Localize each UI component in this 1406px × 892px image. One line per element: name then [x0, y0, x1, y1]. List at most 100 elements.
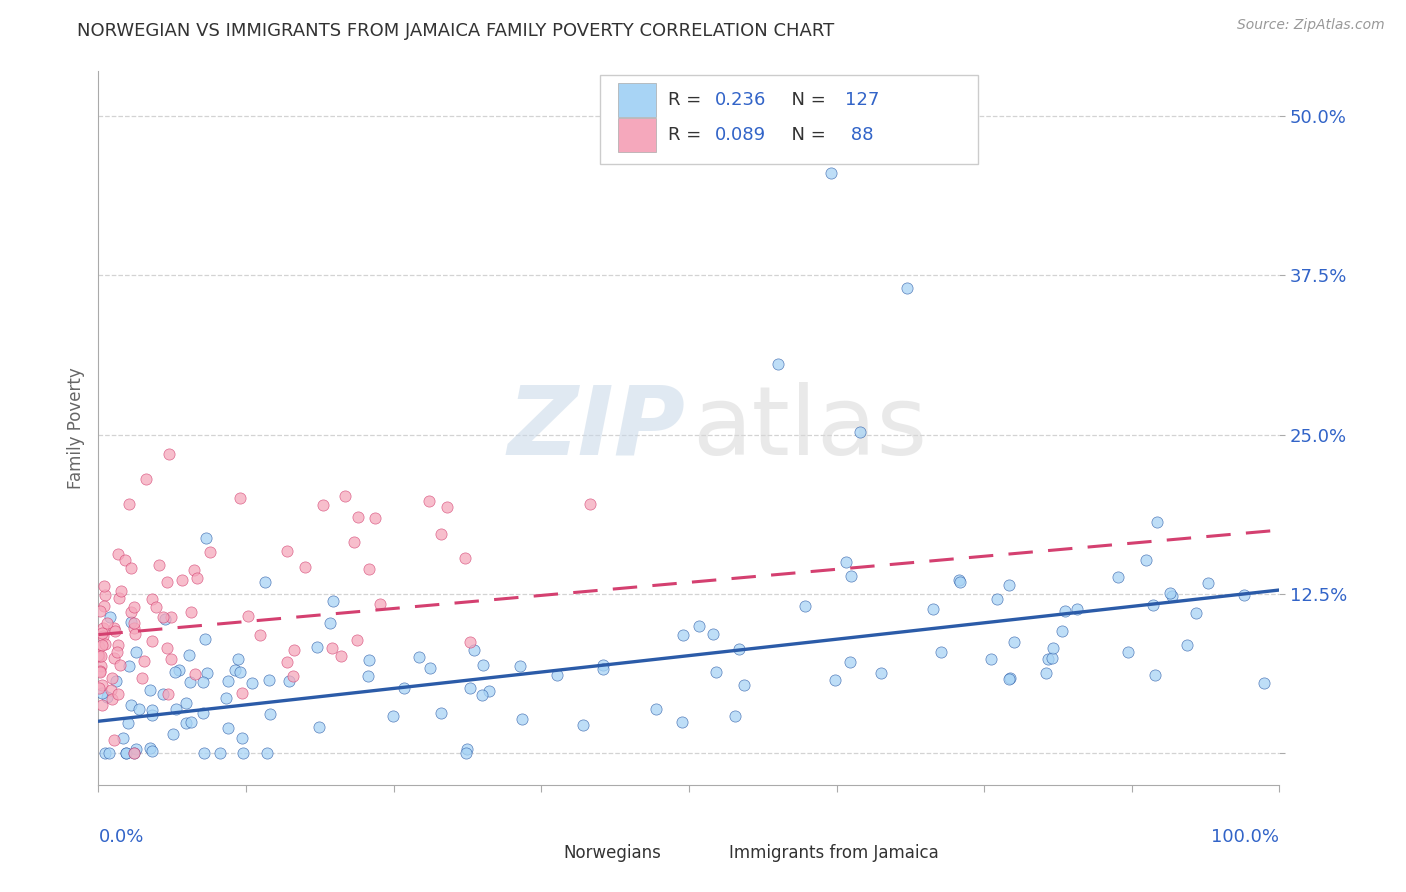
Point: [1144, 668, 1167, 682]
Point: [896, 281, 918, 295]
Text: R =: R =: [668, 91, 707, 109]
Point: [120, 605, 142, 619]
Point: [835, 555, 858, 569]
Point: [215, 690, 238, 705]
Point: [156, 641, 179, 656]
FancyBboxPatch shape: [600, 75, 979, 164]
Y-axis label: Family Poverty: Family Poverty: [66, 368, 84, 489]
Text: atlas: atlas: [693, 382, 928, 475]
Text: N =: N =: [780, 91, 831, 109]
Point: [849, 425, 872, 439]
Text: Source: ZipAtlas.com: Source: ZipAtlas.com: [1237, 18, 1385, 32]
Point: [100, 683, 122, 698]
Point: [94, 746, 117, 760]
Point: [152, 687, 174, 701]
Point: [124, 627, 146, 641]
Point: [1253, 675, 1275, 690]
Point: [118, 497, 141, 511]
Point: [139, 683, 162, 698]
Point: [381, 709, 404, 723]
Point: [91, 621, 114, 635]
Point: [335, 489, 357, 503]
Point: [91, 638, 114, 652]
Point: [321, 640, 343, 655]
Point: [312, 498, 335, 512]
Point: [120, 615, 142, 629]
Point: [226, 652, 249, 666]
Point: [145, 600, 167, 615]
Point: [1002, 635, 1025, 649]
Point: [228, 665, 250, 680]
Point: [1107, 570, 1129, 584]
Point: [122, 621, 145, 635]
Text: 0.236: 0.236: [714, 91, 766, 109]
Point: [510, 712, 533, 726]
Point: [139, 741, 162, 756]
Point: [141, 708, 163, 723]
Point: [108, 591, 131, 606]
Point: [429, 706, 451, 721]
Point: [157, 687, 180, 701]
Point: [179, 648, 201, 662]
Point: [87, 649, 110, 664]
Point: [430, 526, 453, 541]
Point: [98, 609, 121, 624]
Point: [460, 634, 482, 648]
Point: [193, 675, 215, 690]
Point: [463, 643, 485, 657]
Point: [120, 698, 142, 713]
Point: [110, 657, 132, 672]
Point: [91, 678, 114, 692]
Point: [232, 746, 254, 760]
Point: [107, 548, 129, 562]
Point: [122, 615, 145, 630]
Point: [101, 692, 124, 706]
Point: [728, 642, 751, 657]
Point: [277, 673, 299, 688]
Point: [922, 601, 945, 615]
Point: [104, 674, 127, 689]
Point: [89, 681, 111, 695]
FancyBboxPatch shape: [523, 839, 551, 866]
Point: [194, 632, 217, 646]
Text: 0.089: 0.089: [714, 127, 766, 145]
Point: [1161, 590, 1184, 604]
Point: [179, 675, 201, 690]
Point: [141, 703, 163, 717]
Point: [1035, 665, 1057, 680]
Point: [159, 652, 181, 666]
Point: [1232, 588, 1254, 602]
Text: Norwegians: Norwegians: [564, 844, 662, 862]
Point: [1066, 601, 1088, 615]
Point: [122, 746, 145, 760]
Point: [156, 575, 179, 590]
Point: [224, 663, 246, 677]
Point: [89, 664, 111, 678]
Point: [1116, 645, 1139, 659]
Point: [89, 665, 111, 679]
Point: [509, 659, 531, 673]
Point: [839, 655, 862, 669]
Point: [122, 600, 145, 615]
Point: [820, 166, 842, 180]
Point: [87, 640, 110, 655]
Point: [256, 746, 278, 760]
Text: 127: 127: [845, 91, 879, 109]
Text: NORWEGIAN VS IMMIGRANTS FROM JAMAICA FAMILY POVERTY CORRELATION CHART: NORWEGIAN VS IMMIGRANTS FROM JAMAICA FAM…: [77, 22, 835, 40]
Point: [103, 621, 125, 635]
Point: [948, 573, 970, 587]
Point: [93, 637, 115, 651]
Point: [167, 663, 190, 677]
FancyBboxPatch shape: [619, 119, 655, 152]
Text: Immigrants from Jamaica: Immigrants from Jamaica: [730, 844, 939, 862]
Point: [186, 571, 208, 585]
Text: N =: N =: [780, 127, 831, 145]
Point: [120, 561, 142, 575]
Point: [419, 661, 441, 675]
Point: [180, 605, 202, 619]
Text: ZIP: ZIP: [508, 382, 685, 475]
Point: [141, 591, 163, 606]
Point: [96, 690, 118, 705]
Point: [141, 744, 163, 758]
Point: [592, 663, 614, 677]
